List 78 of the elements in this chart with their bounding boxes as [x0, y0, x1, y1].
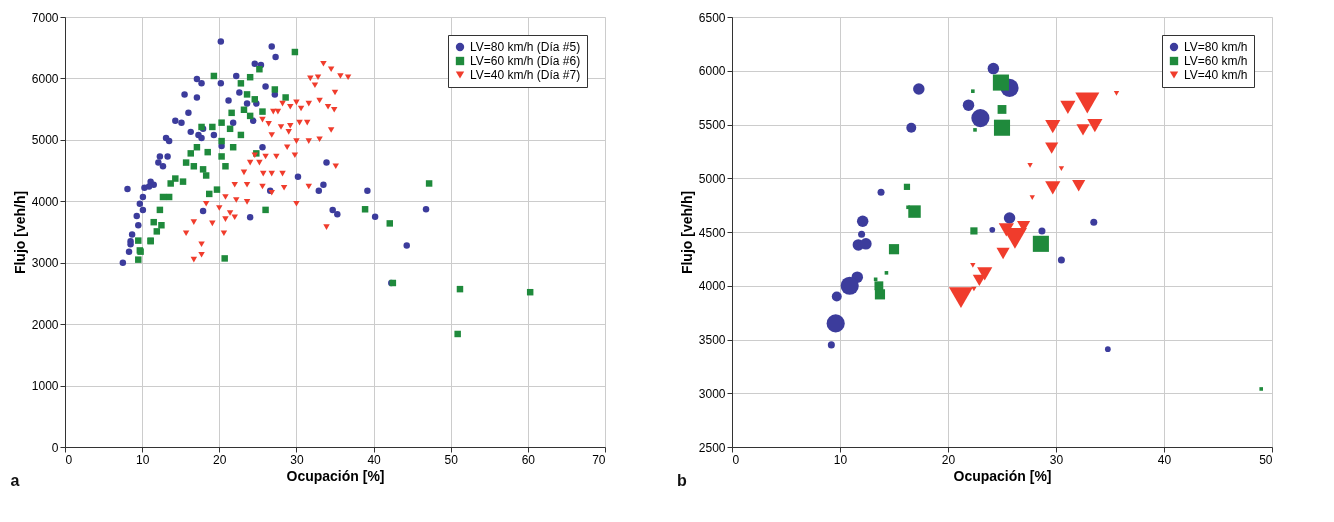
point	[256, 65, 263, 73]
point	[218, 137, 225, 145]
point	[221, 255, 228, 262]
x-tick-label: 20	[941, 452, 956, 467]
x-tick-label: 50	[1259, 452, 1273, 467]
point	[147, 237, 154, 244]
x-tick-label: 40	[367, 452, 382, 467]
x-tick-label: 10	[135, 452, 150, 467]
legend-label: LV=60 km/h	[1184, 54, 1248, 68]
y-tick-label: 1000	[31, 379, 59, 394]
x-tick-label: 20	[213, 452, 227, 467]
point	[262, 206, 269, 214]
point	[259, 108, 266, 115]
point	[218, 119, 225, 126]
point	[218, 153, 225, 160]
legend-label: LV=60 km/h (Día #6)	[470, 54, 581, 68]
y-tick-label: 3500	[698, 333, 726, 347]
x-axis-title: Ocupación [%]	[953, 467, 1052, 484]
point	[222, 163, 229, 170]
x-tick-label: 0	[732, 452, 740, 467]
point	[361, 206, 369, 213]
point	[204, 148, 211, 156]
y-tick-label: 5000	[698, 171, 726, 186]
x-tick-label: 30	[1049, 452, 1064, 467]
y-tick-label: 2500	[698, 440, 726, 455]
y-tick-label: 5500	[698, 118, 726, 132]
y-axis-title: Flujo [veh/h]	[678, 190, 695, 275]
y-tick-label: 6000	[31, 71, 59, 86]
point	[135, 237, 142, 244]
x-axis-title: Ocupación [%]	[286, 467, 385, 484]
y-tick-label: 5000	[31, 133, 59, 148]
y-tick-label: 4500	[698, 225, 726, 240]
x-tick-label: 40	[1157, 452, 1172, 467]
y-axis-title: Flujo [veh/h]	[11, 190, 28, 275]
point	[158, 222, 165, 229]
y-tick-label: 4000	[698, 279, 726, 294]
text: b	[677, 472, 688, 489]
point	[172, 175, 179, 182]
point	[209, 123, 216, 131]
point	[228, 109, 235, 117]
point	[425, 180, 433, 187]
x-tick-label: 70	[592, 452, 606, 467]
point	[135, 256, 142, 263]
point	[271, 86, 279, 93]
point	[454, 330, 461, 338]
legend-label: LV=40 km/h (Día #7)	[470, 68, 581, 82]
point	[243, 91, 251, 98]
y-tick-label: 6000	[698, 64, 726, 79]
point	[199, 166, 207, 173]
point	[179, 178, 187, 185]
legend-label: LV=80 km/h (Día #5)	[470, 40, 581, 54]
y-tick-label: 0	[51, 440, 59, 455]
point	[187, 150, 194, 157]
point	[153, 228, 161, 235]
point	[213, 186, 221, 193]
legend-label: LV=80 km/h	[1184, 40, 1248, 54]
x-tick-label: 30	[290, 452, 304, 467]
y-tick-label: 2000	[31, 317, 59, 332]
point	[202, 172, 210, 179]
point	[167, 180, 174, 187]
point	[150, 218, 157, 226]
point	[251, 96, 259, 103]
y-tick-label: 3000	[698, 386, 726, 401]
y-tick-label: 4000	[31, 194, 59, 209]
x-tick-label: 50	[444, 452, 459, 467]
y-tick-label: 3000	[31, 256, 59, 271]
point	[237, 80, 245, 87]
x-tick-label: 60	[521, 452, 536, 467]
y-tick-label: 7000	[31, 10, 59, 25]
x-tick-label: 10	[833, 452, 848, 467]
point	[190, 163, 198, 170]
y-tick-label: 6500	[698, 10, 726, 25]
point	[182, 159, 190, 166]
x-tick-label: 0	[65, 452, 73, 467]
point	[282, 94, 289, 101]
point	[386, 220, 394, 227]
text: a	[10, 472, 20, 489]
legend-label: LV=40 km/h	[1184, 68, 1248, 82]
